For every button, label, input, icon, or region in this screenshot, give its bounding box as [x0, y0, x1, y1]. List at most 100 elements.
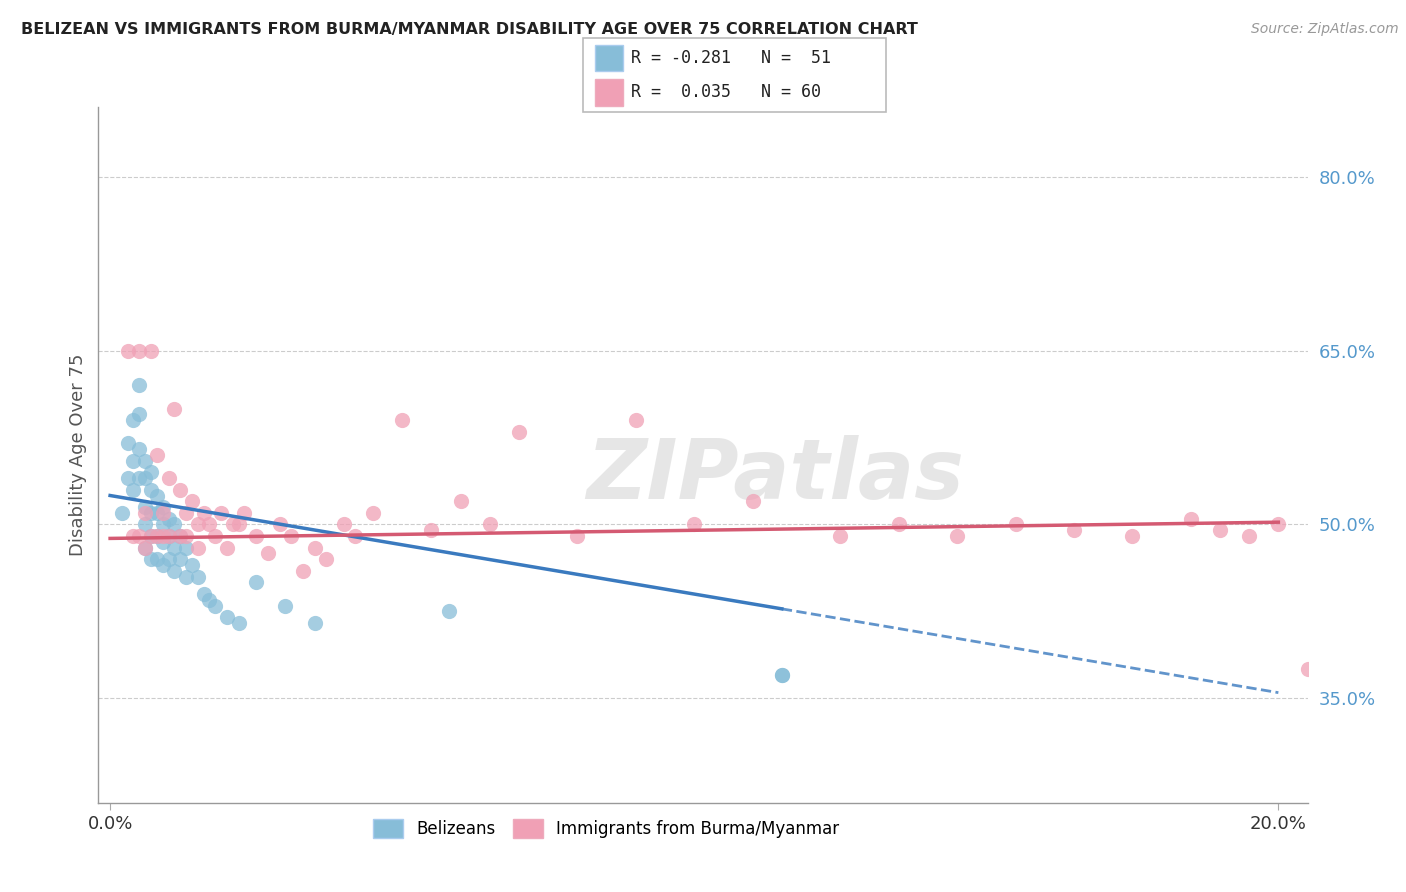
Point	[1180, 511, 1202, 525]
Point	[122, 529, 145, 543]
Point	[163, 541, 186, 555]
Point	[128, 471, 150, 485]
Point	[139, 506, 162, 520]
Point	[245, 529, 267, 543]
Point	[122, 483, 145, 497]
Point	[1004, 517, 1026, 532]
Point	[128, 378, 150, 392]
Point	[315, 552, 337, 566]
Point	[134, 517, 156, 532]
Point	[139, 343, 162, 358]
Point	[163, 564, 186, 578]
Point	[174, 506, 197, 520]
Point	[204, 529, 226, 543]
Point	[157, 471, 180, 485]
Point	[256, 546, 278, 561]
Point	[134, 471, 156, 485]
Point	[174, 570, 197, 584]
Point	[128, 407, 150, 421]
Point	[269, 517, 291, 532]
Point	[152, 506, 174, 520]
Point	[209, 506, 232, 520]
Text: R = -0.281   N =  51: R = -0.281 N = 51	[631, 49, 831, 67]
Point	[169, 483, 191, 497]
Point	[187, 517, 209, 532]
Point	[361, 506, 384, 520]
Point	[174, 529, 197, 543]
Point	[215, 541, 238, 555]
Text: R =  0.035   N = 60: R = 0.035 N = 60	[631, 83, 821, 102]
Point	[134, 500, 156, 514]
Point	[830, 529, 852, 543]
Point	[152, 529, 174, 543]
Point	[946, 529, 969, 543]
Point	[228, 615, 250, 630]
Point	[1121, 529, 1143, 543]
Point	[1267, 517, 1289, 532]
Point	[146, 506, 169, 520]
Point	[274, 599, 297, 613]
Point	[193, 506, 215, 520]
Point	[157, 529, 180, 543]
Point	[1237, 529, 1260, 543]
Point	[152, 500, 174, 514]
Point	[391, 413, 413, 427]
Point	[134, 506, 156, 520]
Point	[139, 529, 162, 543]
Point	[169, 529, 191, 543]
Point	[228, 517, 250, 532]
Point	[134, 541, 156, 555]
Point	[222, 517, 245, 532]
Point	[134, 453, 156, 467]
Point	[193, 587, 215, 601]
Point	[887, 517, 910, 532]
Point	[508, 425, 530, 439]
Point	[304, 615, 326, 630]
Point	[128, 529, 150, 543]
Text: BELIZEAN VS IMMIGRANTS FROM BURMA/MYANMAR DISABILITY AGE OVER 75 CORRELATION CHA: BELIZEAN VS IMMIGRANTS FROM BURMA/MYANMA…	[21, 22, 918, 37]
Point	[146, 552, 169, 566]
Point	[122, 453, 145, 467]
Point	[163, 517, 186, 532]
Point	[157, 511, 180, 525]
Point	[163, 401, 186, 416]
Point	[450, 494, 472, 508]
Point	[304, 541, 326, 555]
Y-axis label: Disability Age Over 75: Disability Age Over 75	[69, 353, 87, 557]
Point	[332, 517, 354, 532]
Point	[1296, 662, 1319, 677]
Point	[152, 517, 174, 532]
Point	[187, 541, 209, 555]
Point	[117, 343, 139, 358]
Point	[478, 517, 501, 532]
Point	[152, 534, 174, 549]
Point	[567, 529, 589, 543]
Point	[770, 668, 793, 682]
Text: ZIPatlas: ZIPatlas	[586, 435, 965, 516]
Point	[624, 413, 647, 427]
Point	[157, 552, 180, 566]
Point	[1063, 523, 1085, 537]
Point	[134, 541, 156, 555]
Point	[198, 517, 221, 532]
Point	[683, 517, 706, 532]
Point	[146, 489, 169, 503]
Point	[146, 448, 169, 462]
Point	[204, 599, 226, 613]
Point	[1209, 523, 1232, 537]
Point	[180, 558, 202, 573]
Point	[437, 605, 460, 619]
Point	[344, 529, 367, 543]
Point	[128, 442, 150, 457]
Point	[180, 494, 202, 508]
Point	[122, 413, 145, 427]
Point	[157, 529, 180, 543]
Legend: Belizeans, Immigrants from Burma/Myanmar: Belizeans, Immigrants from Burma/Myanmar	[366, 811, 848, 847]
Point	[280, 529, 302, 543]
Point	[111, 506, 134, 520]
Point	[139, 552, 162, 566]
Point	[117, 436, 139, 450]
Point	[741, 494, 763, 508]
Point	[215, 610, 238, 624]
Point	[117, 471, 139, 485]
